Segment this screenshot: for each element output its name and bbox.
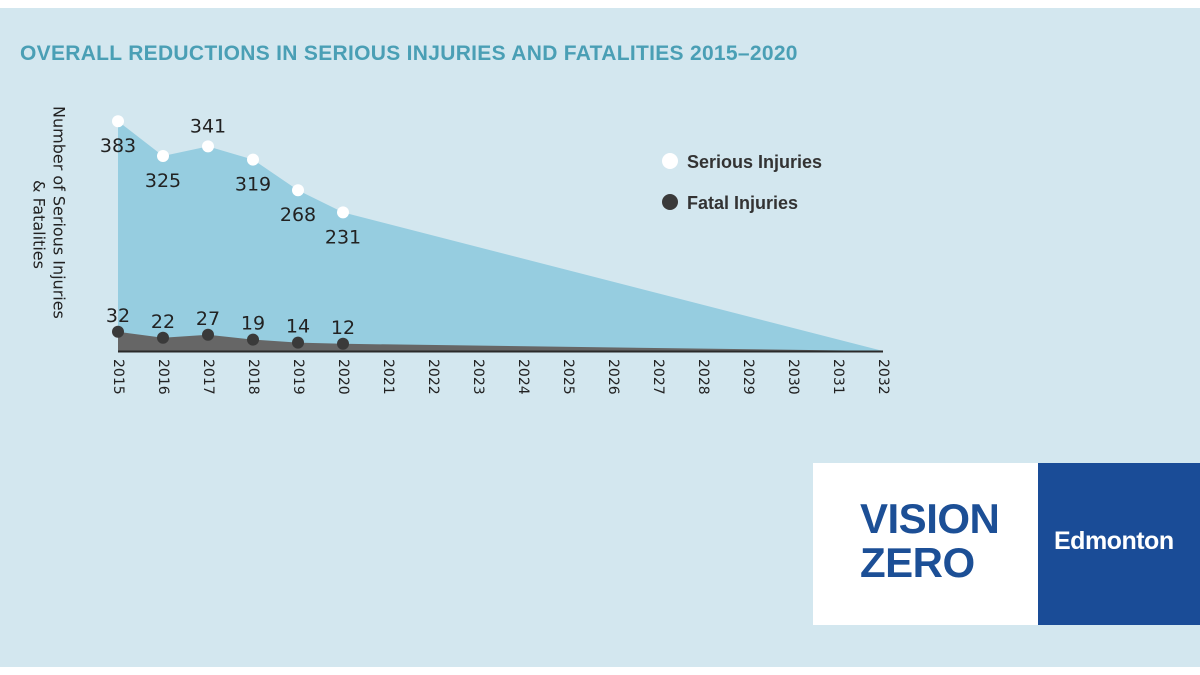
serious-value-label-2015: 383 (100, 135, 136, 157)
serious-value-label-2019: 268 (280, 204, 316, 226)
x-tick-label-2026: 2026 (605, 359, 621, 395)
vision-zero-wordmark: VISION ZERO (860, 495, 1000, 586)
x-tick-label-2023: 2023 (470, 359, 486, 395)
fatal-value-label-2018: 19 (241, 313, 265, 335)
x-tick-label-2029: 2029 (740, 359, 756, 395)
fatal-value-label-2020: 12 (331, 317, 355, 339)
fatal-point-2016 (157, 331, 169, 344)
legend-serious-marker (662, 153, 678, 169)
fatal-injuries-points: 32 22 27 19 14 12 (106, 305, 355, 350)
serious-point-2017 (202, 140, 214, 153)
serious-injuries-area (118, 121, 883, 351)
serious-value-label-2018: 319 (235, 174, 271, 196)
legend-fatal-label: Fatal Injuries (687, 193, 798, 213)
x-tick-label-2020: 2020 (335, 359, 351, 395)
legend-serious-label: Serious Injuries (687, 152, 822, 172)
serious-value-label-2016: 325 (145, 170, 181, 192)
fatal-point-2019 (292, 336, 304, 349)
y-axis-label-line2: & Fatalities (30, 180, 49, 269)
serious-point-2018 (247, 153, 259, 166)
serious-value-label-2020: 231 (325, 226, 361, 248)
x-tick-label-2022: 2022 (425, 359, 441, 395)
zero-word: ZERO (860, 539, 975, 586)
x-tick-label-2024: 2024 (515, 359, 531, 395)
fatal-point-2017 (202, 328, 214, 341)
fatal-point-2015 (112, 325, 124, 338)
vision-zero-logo: VISION ZERO (813, 463, 1038, 625)
chart-title: OVERALL REDUCTIONS IN SERIOUS INJURIES A… (20, 42, 798, 65)
x-tick-label-2031: 2031 (830, 359, 846, 395)
fatal-value-label-2015: 32 (106, 305, 130, 327)
x-axis-ticks: 2015 2016 2017 2018 2019 2020 2021 2022 2023 2024… (110, 359, 891, 395)
x-tick-label-2032: 2032 (875, 359, 891, 395)
x-tick-label-2021: 2021 (380, 359, 396, 395)
y-axis-label-line1: Number of Serious Injuries (50, 106, 69, 319)
fatal-point-2020 (337, 337, 349, 350)
serious-injuries-points: 383 325 341 319 268 231 (100, 115, 361, 248)
serious-point-2020 (337, 206, 349, 219)
area-chart: 2015 2016 2017 2018 2019 2020 2021 2022 2023 2024… (30, 106, 892, 395)
fatal-injuries-area (118, 331, 883, 351)
x-tick-label-2019: 2019 (290, 359, 306, 395)
x-tick-label-2025: 2025 (560, 359, 576, 395)
x-tick-label-2015: 2015 (110, 359, 126, 395)
x-tick-label-2027: 2027 (650, 359, 666, 395)
x-tick-label-2018: 2018 (245, 359, 261, 395)
fatal-point-2018 (247, 333, 259, 346)
serious-point-2015 (112, 115, 124, 128)
legend: Serious Injuries Fatal Injuries (662, 152, 822, 213)
serious-point-2019 (292, 184, 304, 197)
x-tick-label-2028: 2028 (695, 359, 711, 395)
vision-word: VISION (860, 495, 1000, 542)
edmonton-logo: Edmonton (1038, 463, 1200, 625)
x-tick-label-2017: 2017 (200, 359, 216, 395)
legend-fatal-marker (662, 194, 678, 210)
fatal-value-label-2019: 14 (286, 316, 310, 338)
serious-value-label-2017: 341 (190, 115, 226, 137)
serious-point-2016 (157, 150, 169, 162)
edmonton-wordmark: Edmonton (1054, 527, 1174, 555)
x-tick-label-2016: 2016 (155, 359, 171, 395)
fatal-value-label-2017: 27 (196, 308, 220, 330)
fatal-value-label-2016: 22 (151, 311, 175, 333)
x-tick-label-2030: 2030 (785, 359, 801, 395)
